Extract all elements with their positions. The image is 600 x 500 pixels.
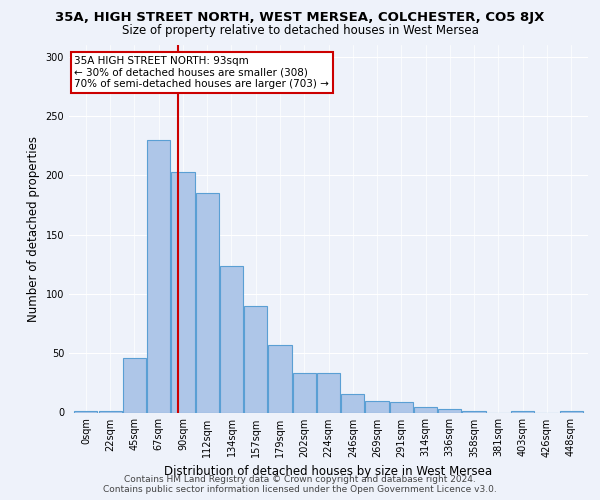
Bar — [414, 406, 437, 412]
Bar — [172, 172, 194, 412]
Bar — [341, 394, 364, 412]
Bar — [123, 358, 146, 412]
Bar — [317, 374, 340, 412]
X-axis label: Distribution of detached houses by size in West Mersea: Distribution of detached houses by size … — [164, 465, 493, 478]
Text: Size of property relative to detached houses in West Mersea: Size of property relative to detached ho… — [122, 24, 478, 37]
Text: 35A, HIGH STREET NORTH, WEST MERSEA, COLCHESTER, CO5 8JX: 35A, HIGH STREET NORTH, WEST MERSEA, COL… — [55, 11, 545, 24]
Y-axis label: Number of detached properties: Number of detached properties — [27, 136, 40, 322]
Bar — [220, 266, 243, 412]
Bar — [438, 409, 461, 412]
Bar — [268, 345, 292, 412]
Bar — [365, 400, 389, 412]
Text: Contains HM Land Registry data © Crown copyright and database right 2024.
Contai: Contains HM Land Registry data © Crown c… — [103, 474, 497, 494]
Bar — [244, 306, 267, 412]
Bar — [196, 193, 219, 412]
Bar — [293, 374, 316, 412]
Bar — [390, 402, 413, 412]
Bar — [147, 140, 170, 412]
Text: 35A HIGH STREET NORTH: 93sqm
← 30% of detached houses are smaller (308)
70% of s: 35A HIGH STREET NORTH: 93sqm ← 30% of de… — [74, 56, 329, 89]
